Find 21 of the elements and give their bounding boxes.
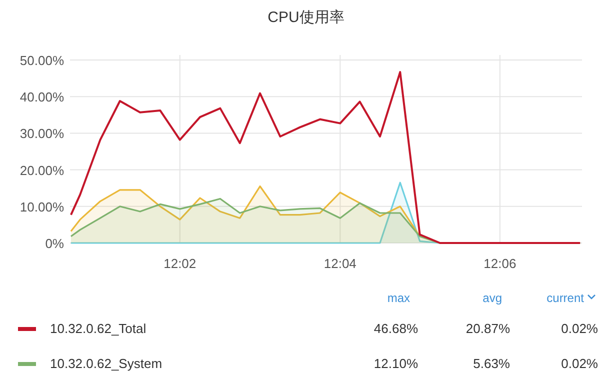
- text: 46.68%: [374, 321, 418, 336]
- y-tick-label: 50.00%: [20, 53, 64, 68]
- text: 0.02%: [561, 321, 598, 336]
- text: 20.87%: [466, 321, 510, 336]
- y-tick-label: 30.00%: [20, 126, 64, 142]
- text: max: [387, 291, 410, 305]
- legend-label: 10.32.0.62_Total: [50, 321, 146, 336]
- chart-title: CPU使用率: [268, 9, 344, 26]
- text: avg: [482, 291, 502, 305]
- text: 12.10%: [374, 356, 418, 371]
- text: 5.63%: [473, 356, 510, 371]
- text: current: [546, 291, 585, 305]
- y-tick-label: 0%: [45, 236, 64, 251]
- x-tick-label: 12:06: [484, 256, 516, 271]
- y-tick-label: 40.00%: [20, 90, 64, 105]
- y-tick-label: 10.00%: [20, 199, 64, 214]
- y-tick-label: 20.00%: [20, 162, 64, 178]
- text: 0.02%: [561, 356, 598, 371]
- legend-label: 10.32.0.62_System: [50, 356, 162, 371]
- x-tick-label: 12:04: [324, 256, 356, 271]
- x-tick-label: 12:02: [164, 256, 196, 271]
